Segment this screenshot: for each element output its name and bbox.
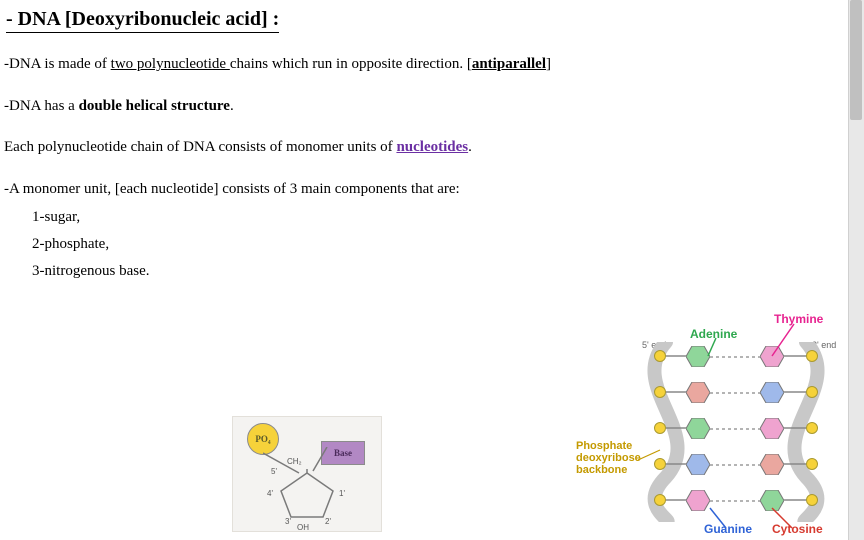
bond-icon: [784, 426, 806, 430]
bond-icon: [784, 390, 806, 394]
base-guanine-icon: [686, 454, 710, 475]
para-monomer: Each polynucleotide chain of DNA consist…: [4, 138, 826, 158]
hbond-icon: [710, 462, 760, 468]
text: chains which run in opposite direction. …: [230, 56, 472, 72]
base-thymine-icon: [760, 346, 784, 367]
label-c3: 3': [285, 517, 291, 526]
text-antiparallel: antiparallel: [472, 56, 546, 72]
phosphate-icon: [806, 350, 818, 362]
nucleotide-diagram: PO₄ Base CH₂ 5' 4' 1' 3' 2' OH: [232, 416, 382, 532]
phosphate-icon: [654, 386, 666, 398]
base-cytosine-icon: [760, 454, 784, 475]
label-backbone: Phosphate deoxyribose backbone: [576, 440, 641, 476]
list-item: 2-phosphate,: [32, 236, 826, 253]
scrollbar-track[interactable]: [848, 0, 864, 540]
base-thymine-icon: [760, 418, 784, 439]
component-list: 1-sugar, 2-phosphate, 3-nitrogenous base…: [32, 209, 826, 280]
bond-icon: [666, 462, 686, 466]
bond-line-icon: [263, 447, 333, 477]
phosphate-icon: [654, 494, 666, 506]
base-adenine-icon: [686, 346, 710, 367]
backbone-ribbon-right-icon: [776, 342, 836, 522]
bond-icon: [784, 462, 806, 466]
phosphate-icon: [654, 422, 666, 434]
bond-icon: [666, 426, 686, 430]
bond-icon: [784, 354, 806, 358]
dna-helix-diagram: Thymine Adenine Guanine Cytosine 5' end …: [576, 312, 846, 536]
base-thymine-icon: [686, 490, 710, 511]
label-thymine: Thymine: [774, 312, 823, 326]
hbond-icon: [710, 426, 760, 432]
text-bold: double helical structure: [79, 98, 230, 114]
para-helical: -DNA has a double helical structure.: [4, 97, 826, 117]
label-cytosine: Cytosine: [772, 522, 823, 536]
phosphate-icon: [806, 386, 818, 398]
text: -DNA has a: [4, 98, 79, 114]
para-composition: -DNA is made of two polynucleotide chain…: [4, 55, 826, 75]
scrollbar-thumb[interactable]: [850, 0, 862, 120]
base-guanine-icon: [760, 382, 784, 403]
text: -DNA is made of: [4, 56, 111, 72]
hbond-icon: [710, 498, 760, 504]
text: deoxyribose: [576, 452, 641, 464]
text: Each polynucleotide chain of DNA consist…: [4, 139, 396, 155]
phosphate-icon: [806, 422, 818, 434]
text: Phosphate: [576, 440, 641, 452]
text: .: [230, 98, 234, 114]
bond-icon: [666, 354, 686, 358]
text: .: [468, 139, 472, 155]
base-adenine-icon: [686, 418, 710, 439]
text: ]: [546, 56, 551, 72]
phosphate-icon: [654, 458, 666, 470]
bond-icon: [666, 390, 686, 394]
phosphate-icon: [806, 494, 818, 506]
list-item: 3-nitrogenous base.: [32, 263, 826, 280]
label-guanine: Guanine: [704, 522, 752, 536]
page-title: - DNA [Deoxyribonucleic acid] :: [6, 8, 279, 33]
document-page: - DNA [Deoxyribonucleic acid] : -DNA is …: [0, 0, 864, 540]
label-c2: 2': [325, 517, 331, 526]
list-item: 1-sugar,: [32, 209, 826, 226]
label-c4: 4': [267, 489, 273, 498]
label-c1: 1': [339, 489, 345, 498]
para-components: -A monomer unit, [each nucleotide] consi…: [4, 180, 826, 200]
phosphate-icon: [654, 350, 666, 362]
base-cytosine-icon: [686, 382, 710, 403]
text-nucleotides: nucleotides: [396, 139, 468, 155]
label-adenine: Adenine: [690, 327, 737, 341]
text-underline: two polynucleotide: [111, 56, 230, 72]
phosphate-icon: [806, 458, 818, 470]
base-adenine-icon: [760, 490, 784, 511]
bond-icon: [784, 498, 806, 502]
hbond-icon: [710, 354, 760, 360]
hbond-icon: [710, 390, 760, 396]
bond-icon: [666, 498, 686, 502]
label-oh: OH: [297, 523, 309, 532]
text: backbone: [576, 464, 641, 476]
